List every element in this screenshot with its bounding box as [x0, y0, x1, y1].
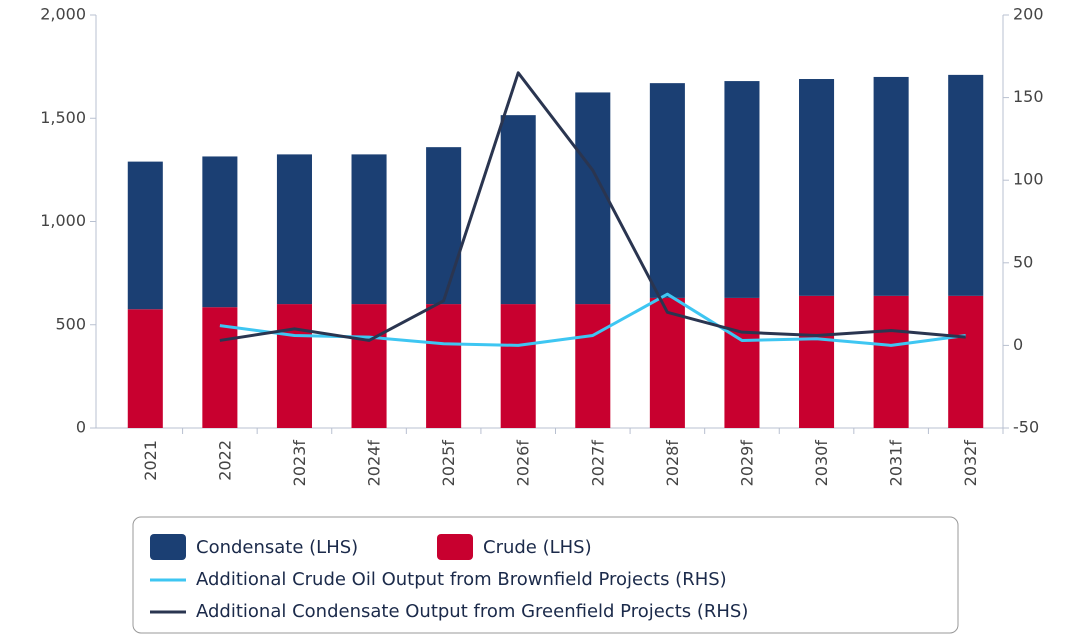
x-tick-label: 2028f	[663, 440, 682, 487]
y2-tick-label: 150	[1013, 87, 1044, 106]
y-tick-label: 1,000	[40, 211, 86, 230]
x-tick-label: 2030f	[812, 440, 831, 487]
legend-label: Additional Condensate Output from Greenf…	[196, 601, 748, 622]
bar	[202, 307, 238, 428]
x-tick-label: 2025f	[439, 440, 458, 487]
x-tick-label: 2029f	[737, 440, 756, 487]
bar	[948, 295, 984, 428]
bar	[127, 309, 163, 428]
bar	[575, 92, 611, 305]
y-tick-label: 500	[55, 314, 86, 333]
x-tick-label: 2026f	[514, 440, 533, 487]
legend-swatch	[150, 534, 186, 560]
x-tick-label: 2027f	[588, 440, 607, 487]
bar	[351, 154, 387, 305]
bar	[575, 304, 611, 428]
y2-tick-label: -50	[1013, 418, 1039, 437]
bar	[202, 156, 238, 308]
y-tick-label: 2,000	[40, 5, 86, 24]
bar	[276, 304, 312, 428]
bar	[873, 76, 909, 296]
bar	[351, 304, 387, 428]
bar	[276, 154, 312, 305]
bar	[500, 115, 536, 305]
legend-label: Crude (LHS)	[483, 537, 592, 558]
x-tick-label: 2023f	[290, 440, 309, 487]
y2-tick-label: 100	[1013, 170, 1044, 189]
y-tick-label: 0	[76, 418, 86, 437]
y2-tick-label: 200	[1013, 5, 1044, 24]
legend-box	[132, 516, 959, 634]
bar	[649, 83, 685, 298]
y-tick-label: 1,500	[40, 108, 86, 127]
legend-label: Additional Crude Oil Output from Brownfi…	[196, 569, 727, 590]
legend-swatch	[437, 534, 473, 560]
legend: Condensate (LHS) Crude (LHS) Additional Cr…	[132, 516, 959, 634]
bar	[426, 304, 462, 428]
bar	[948, 74, 984, 296]
bar	[500, 304, 536, 428]
bar	[724, 81, 760, 298]
x-tick-label: 2031f	[887, 440, 906, 487]
bar	[724, 297, 760, 428]
x-tick-label: 2022	[215, 440, 234, 481]
y2-tick-label: 0	[1013, 335, 1023, 354]
bar	[127, 161, 163, 310]
y2-tick-label: 50	[1013, 252, 1033, 271]
x-tick-label: 2021	[141, 440, 160, 481]
bar	[649, 297, 685, 428]
x-tick-label: 2024f	[365, 440, 384, 487]
x-tick-label: 2032f	[961, 440, 980, 487]
line	[219, 71, 966, 342]
bar	[799, 295, 835, 428]
bar	[426, 147, 462, 305]
bar	[799, 79, 835, 296]
legend-label: Condensate (LHS)	[196, 537, 358, 558]
bar	[873, 295, 909, 428]
